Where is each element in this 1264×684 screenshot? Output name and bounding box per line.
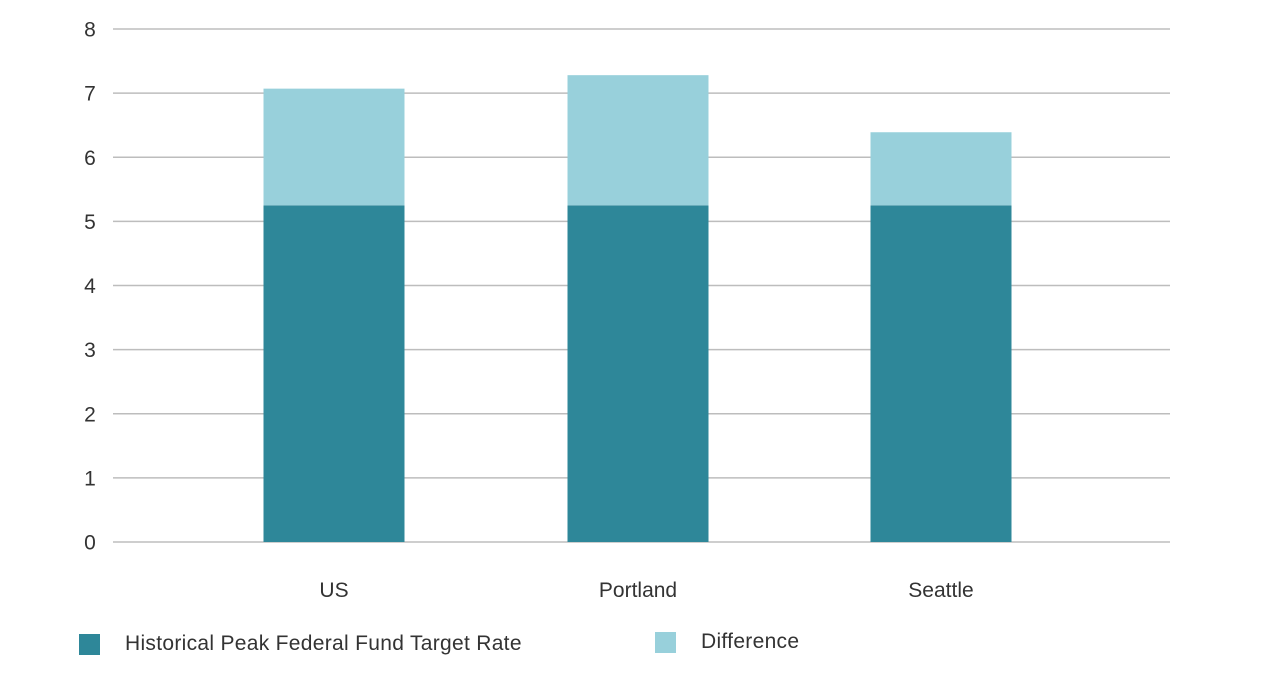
y-tick-label-8: 8 [84, 19, 96, 42]
bar-us-series-0 [263, 205, 405, 542]
x-tick-label-us: US [319, 579, 348, 602]
bar-seattle-series-0 [870, 205, 1012, 542]
legend: Historical Peak Federal Fund Target Rate… [0, 628, 1264, 658]
y-tick-label-0: 0 [84, 532, 96, 555]
bar-portland-series-1 [567, 75, 709, 206]
y-tick-label-2: 2 [84, 403, 96, 426]
legend-label-historical-peak: Historical Peak Federal Fund Target Rate [125, 632, 522, 655]
y-tick-label-6: 6 [84, 147, 96, 170]
y-tick-label-1: 1 [84, 467, 96, 490]
legend-item-difference: Difference [655, 630, 799, 654]
x-axis-category-labels: US Portland Seattle [319, 579, 973, 602]
x-tick-label-portland: Portland [599, 579, 677, 602]
bar-us-series-1 [263, 88, 405, 206]
bar-seattle-series-1 [870, 132, 1012, 206]
y-tick-label-5: 5 [84, 211, 96, 234]
y-tick-label-7: 7 [84, 83, 96, 106]
legend-item-historical-peak: Historical Peak Federal Fund Target Rate [79, 632, 522, 656]
y-tick-label-3: 3 [84, 339, 96, 362]
legend-swatch-difference [655, 631, 676, 653]
bars [263, 75, 1012, 542]
bar-portland-series-0 [567, 205, 709, 542]
x-tick-label-seattle: Seattle [908, 579, 973, 602]
y-axis-tick-labels: 0 1 2 3 4 5 6 7 8 [84, 19, 96, 555]
legend-label-difference: Difference [701, 630, 800, 653]
y-tick-label-4: 4 [84, 275, 96, 298]
legend-swatch-historical-peak [79, 633, 100, 655]
